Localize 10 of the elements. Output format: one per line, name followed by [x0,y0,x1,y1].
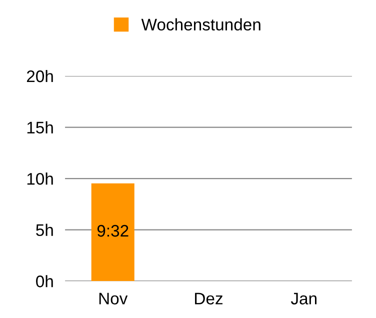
data-label: 9:32 [97,224,128,237]
y-tick-label: 15h [27,121,53,134]
y-tick-label: 5h [36,224,53,236]
x-tick-label: Dez [195,292,222,304]
y-tick-label: 10h [27,172,53,185]
x-tick-label: Nov [99,292,128,304]
x-tick-label: Jan [290,292,316,304]
y-tick-label: 20h [26,70,53,82]
y-tick-label: 0h [36,275,53,288]
legend-label: Wochenstunden [141,18,260,31]
